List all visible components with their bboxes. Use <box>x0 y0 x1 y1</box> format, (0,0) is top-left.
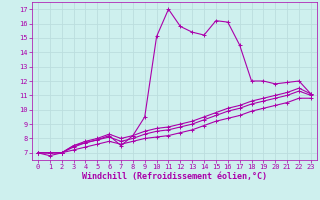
X-axis label: Windchill (Refroidissement éolien,°C): Windchill (Refroidissement éolien,°C) <box>82 172 267 181</box>
